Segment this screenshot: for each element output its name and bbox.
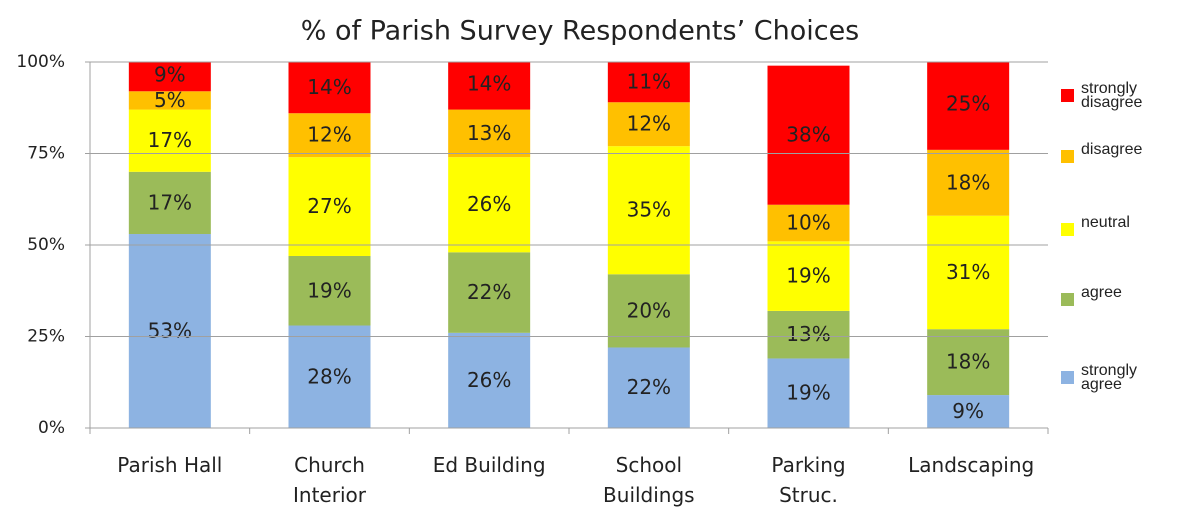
y-tick-label: 50% xyxy=(27,235,65,255)
bar-segment xyxy=(767,204,850,242)
data-label: 19% xyxy=(786,381,830,405)
bar-segment xyxy=(607,274,690,348)
bar-segment xyxy=(288,113,371,158)
legend-swatch xyxy=(1061,89,1074,102)
bar-segment xyxy=(448,252,531,333)
bar-segment xyxy=(607,62,690,103)
data-label: 35% xyxy=(627,198,671,222)
bar-segment xyxy=(927,329,1010,396)
data-label: 20% xyxy=(627,298,671,322)
bar-segment xyxy=(448,157,531,253)
data-label: 14% xyxy=(467,71,511,95)
data-label: 26% xyxy=(467,368,511,392)
bar-segment xyxy=(128,62,211,92)
data-label: 18% xyxy=(946,170,990,194)
data-label: 12% xyxy=(627,112,671,136)
data-label: 12% xyxy=(307,123,351,147)
bar-segment xyxy=(767,358,850,428)
bar-segment xyxy=(128,91,211,110)
legend-label: disagree xyxy=(1081,141,1143,158)
legend-label: strongly disagree xyxy=(1081,80,1143,111)
bar-segment xyxy=(448,62,531,110)
x-tick-label: Church Interior xyxy=(293,453,366,507)
data-label: 9% xyxy=(952,399,984,423)
data-label: 22% xyxy=(467,280,511,304)
data-label: 31% xyxy=(946,260,990,284)
x-tick-label: Parish Hall xyxy=(117,453,223,477)
legend-label: strongly agree xyxy=(1081,362,1138,393)
bar-segment xyxy=(927,215,1010,330)
bars: 53%17%17%5%9%28%19%27%12%14%26%22%26%13%… xyxy=(128,62,1010,428)
data-label: 26% xyxy=(467,192,511,216)
y-tick-label: 0% xyxy=(38,418,65,438)
data-label: 11% xyxy=(627,70,671,94)
bar-segment xyxy=(288,255,371,326)
bar-segment xyxy=(927,395,1010,428)
bar-segment xyxy=(288,325,371,428)
bar-segment xyxy=(767,241,850,311)
y-tick-label: 75% xyxy=(27,144,65,164)
x-tick-label: Ed Building xyxy=(432,453,546,477)
data-label: 38% xyxy=(786,123,830,147)
data-label: 28% xyxy=(307,364,351,388)
data-label: 13% xyxy=(786,322,830,346)
bar-segment xyxy=(128,109,211,172)
data-label: 10% xyxy=(786,211,830,235)
legend-swatch xyxy=(1061,223,1074,236)
bar-segment xyxy=(607,102,690,147)
bar-segment xyxy=(607,347,690,428)
data-label: 25% xyxy=(946,92,990,116)
legend-swatch xyxy=(1061,293,1074,306)
chart-title: % of Parish Survey Respondents’ Choices xyxy=(301,16,860,47)
legend-swatch xyxy=(1061,150,1074,163)
data-label: 13% xyxy=(467,121,511,145)
bar-segment xyxy=(927,149,1010,216)
data-label: 18% xyxy=(946,350,990,374)
bar-segment xyxy=(448,332,531,428)
bar-segment xyxy=(927,62,1010,150)
bar-segment xyxy=(288,62,371,114)
bar-segment xyxy=(288,157,371,256)
x-tick-label: Parking Struc. xyxy=(771,453,846,507)
bar-segment xyxy=(128,234,211,428)
x-tick-label: Landscaping xyxy=(908,453,1035,477)
y-tick-label: 100% xyxy=(16,52,65,72)
legend-swatch xyxy=(1061,371,1074,384)
bar-segment xyxy=(448,109,531,158)
bar-segment xyxy=(767,310,850,359)
bar-segment xyxy=(607,146,690,275)
legend-label: agree xyxy=(1081,284,1122,301)
y-tick-label: 25% xyxy=(27,327,65,347)
bar-segment xyxy=(128,171,211,235)
data-label: 53% xyxy=(148,319,192,343)
legend-label: neutral xyxy=(1081,214,1130,231)
data-label: 19% xyxy=(307,278,351,302)
data-label: 22% xyxy=(627,375,671,399)
data-label: 5% xyxy=(154,88,186,112)
data-label: 9% xyxy=(154,62,186,86)
data-label: 19% xyxy=(786,264,830,288)
x-tick-label: School Buildings xyxy=(603,453,695,507)
data-label: 14% xyxy=(307,75,351,99)
data-label: 17% xyxy=(148,128,192,152)
data-label: 17% xyxy=(148,190,192,214)
data-label: 27% xyxy=(307,194,351,218)
bar-segment xyxy=(767,65,850,205)
